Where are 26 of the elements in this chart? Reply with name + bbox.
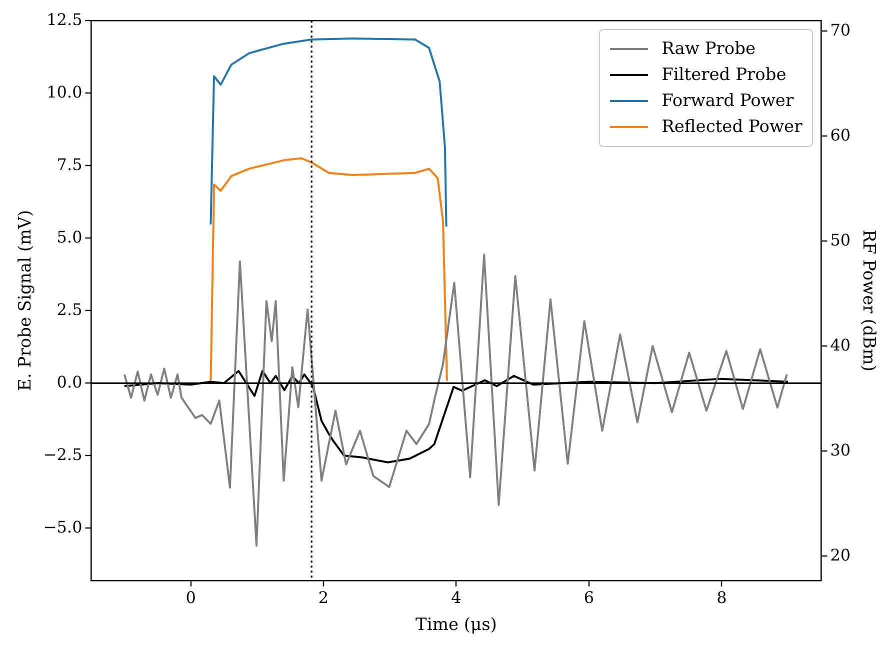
y2-tick-label: 50 [830,230,851,250]
legend-label: Forward Power [662,90,794,113]
y-tick-label: −5.0 [43,517,82,536]
y2-tick-label: 40 [830,335,851,354]
legend-label: Filtered Probe [662,64,786,87]
x-tick-label: 8 [716,588,727,608]
x-tick-label: 6 [584,588,594,608]
y-tick-label: 5.0 [56,227,82,246]
x-tick-label: 4 [451,588,462,608]
y-tick-label: 10.0 [46,82,82,102]
y-tick-label: −2.5 [43,444,82,464]
y-tick-label: 2.5 [56,300,82,319]
x-axis-title: Time (μs) [416,615,497,636]
legend-label: Reflected Power [662,116,802,139]
y2-tick-label: 20 [830,545,851,564]
y-tick-label: 12.5 [46,10,82,29]
y-tick-label: 0.0 [56,372,82,392]
x-tick-label: 2 [318,588,329,608]
y2-axis-title: RF Power (dBm) [858,230,878,372]
y2-tick-label: 70 [830,20,851,40]
x-tick-label: 0 [186,588,196,608]
legend-label: Raw Probe [662,38,756,61]
y2-tick-label: 60 [830,125,851,144]
y2-tick-label: 30 [830,440,851,460]
y-tick-label: 7.5 [56,154,82,174]
y-axis-title: E. Probe Signal (mV) [16,210,36,391]
